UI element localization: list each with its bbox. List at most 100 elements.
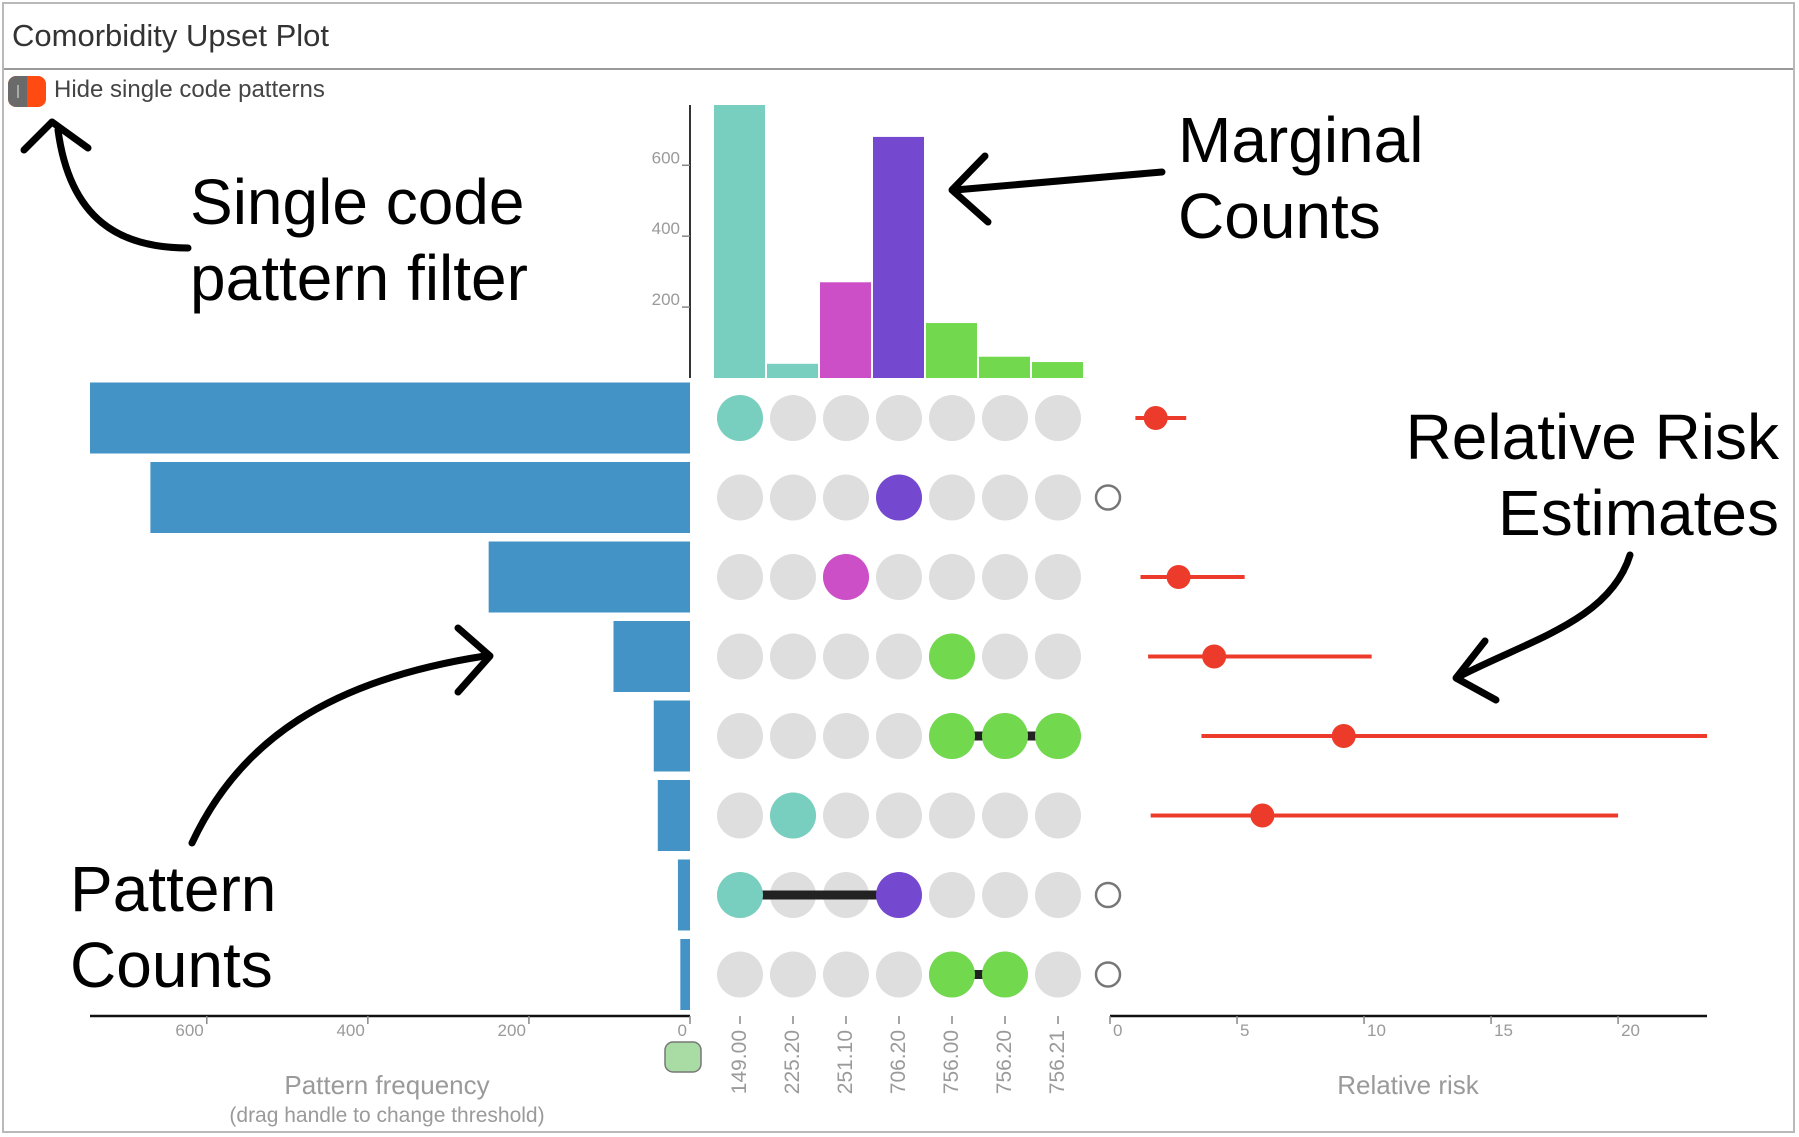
matrix-dot-756.20	[982, 713, 1028, 759]
matrix-dot-756.00	[929, 951, 975, 998]
marginal-bar-706.20	[873, 136, 924, 378]
risk-arrow	[1456, 551, 1634, 680]
marginal-bar-756.21	[1032, 362, 1083, 378]
matrix-dot-inactive	[982, 792, 1028, 839]
matrix-dot-inactive	[1035, 633, 1081, 680]
pattern-counts-chart	[90, 382, 690, 1010]
matrix-dot-756.21	[1035, 713, 1081, 759]
matrix-dot-inactive	[876, 713, 922, 759]
matrix-dot-inactive	[876, 633, 922, 680]
risk-estimate-point	[1143, 406, 1168, 430]
risk-tick-label-15: 15	[1494, 1021, 1513, 1040]
marginal-bar-756.20	[979, 356, 1030, 378]
annotation-pattern-line-1: Pattern	[70, 853, 277, 925]
marginal-tick-label-600: 600	[652, 148, 680, 167]
matrix-dot-inactive	[1035, 872, 1081, 918]
pattern-bar	[90, 382, 690, 454]
matrix-dot-inactive	[876, 554, 922, 600]
pattern-arrow	[188, 652, 489, 847]
pattern-bar	[653, 700, 690, 772]
matrix-dot-inactive	[823, 713, 869, 759]
matrix-dot-inactive	[770, 474, 816, 521]
marginal-arrowhead	[948, 152, 992, 226]
pattern-bar	[150, 462, 690, 533]
matrix-dot-inactive	[717, 951, 763, 998]
no-estimate-marker[interactable]	[1094, 961, 1122, 988]
matrix-dot-inactive	[717, 713, 763, 759]
annotation-marginal-line-2: Counts	[1178, 179, 1381, 252]
pattern-arrowhead	[454, 624, 494, 696]
matrix-dot-149.00	[717, 872, 763, 918]
matrix-dot-inactive	[1035, 474, 1081, 521]
matrix-dot-inactive	[982, 395, 1028, 441]
toggle-knob[interactable]	[8, 76, 27, 107]
marginal-counts-chart	[714, 105, 1083, 378]
matrix-dot-inactive	[717, 792, 763, 839]
marginal-bar-756.00	[926, 323, 977, 378]
filter-label: Hide single code patterns	[54, 76, 325, 103]
matrix-dot-inactive	[717, 554, 763, 600]
code-label-756.00: 756.00	[940, 1030, 963, 1094]
pattern-axis-sublabel: (drag handle to change threshold)	[229, 1104, 544, 1127]
risk-arrowhead	[1452, 637, 1500, 704]
annotation-filter: Single code pattern filter	[190, 165, 528, 316]
risk-axis-label: Relative risk	[1337, 1070, 1480, 1100]
matrix-dot-inactive	[823, 395, 869, 441]
matrix-dot-inactive	[982, 633, 1028, 680]
annotation-arrows	[20, 118, 1634, 847]
matrix-dot-inactive	[929, 872, 975, 918]
risk-tick-label-0: 0	[1113, 1021, 1122, 1040]
matrix-dot-inactive	[823, 951, 869, 998]
relative-risk-chart	[1135, 406, 1707, 828]
matrix-dot-inactive	[876, 951, 922, 998]
code-label-706.20: 706.20	[887, 1030, 910, 1094]
pattern-bar	[488, 541, 690, 613]
marginal-bar-149.00	[714, 105, 765, 378]
threshold-drag-handle[interactable]	[664, 1041, 702, 1073]
matrix-dot-inactive	[876, 792, 922, 839]
marginal-bar-251.10	[820, 282, 871, 378]
pattern-bar	[613, 621, 690, 692]
pattern-bar	[680, 939, 690, 1010]
matrix-dot-inactive	[982, 554, 1028, 600]
pattern-tick-label-400: 400	[336, 1021, 364, 1040]
matrix-dot-inactive	[982, 872, 1028, 918]
matrix-dot-inactive	[982, 474, 1028, 521]
matrix-dot-706.20	[876, 872, 922, 918]
matrix-dot-inactive	[770, 951, 816, 998]
annotation-marginal: Marginal Counts	[1178, 103, 1423, 254]
window-title: Comorbidity Upset Plot	[12, 18, 330, 53]
matrix-dot-inactive	[876, 395, 922, 441]
matrix-dot-inactive	[1035, 395, 1081, 441]
pattern-bar	[657, 780, 690, 851]
matrix-dot-inactive	[823, 633, 869, 680]
matrix-dot-inactive	[929, 554, 975, 600]
no-estimate-marker[interactable]	[1094, 881, 1122, 909]
matrix-dot-inactive	[717, 633, 763, 680]
single-code-filter-toggle[interactable]	[8, 76, 46, 107]
marginal-bar-225.20	[767, 363, 818, 378]
matrix-dot-inactive	[929, 395, 975, 441]
matrix-dot-inactive	[929, 792, 975, 839]
marginal-tick-label-200: 200	[652, 290, 680, 309]
pattern-axis-label: Pattern frequency	[284, 1070, 489, 1100]
no-estimate-marker[interactable]	[1094, 484, 1122, 511]
pattern-tick-label-600: 600	[175, 1021, 203, 1040]
pattern-tick-label-200: 200	[498, 1021, 526, 1040]
matrix-dot-756.20	[982, 951, 1028, 998]
matrix-dot-inactive	[1035, 951, 1081, 998]
matrix-dot-inactive	[770, 554, 816, 600]
matrix-dot-inactive	[717, 474, 763, 521]
marginal-tick-label-400: 400	[652, 219, 680, 238]
matrix-dot-inactive	[929, 474, 975, 521]
matrix-dot-756.00	[929, 633, 975, 680]
annotation-filter-line-1: Single code	[190, 166, 525, 238]
risk-tick-label-20: 20	[1621, 1021, 1640, 1040]
matrix-dot-756.00	[929, 713, 975, 759]
matrix-dot-inactive	[823, 792, 869, 839]
code-label-756.21: 756.21	[1046, 1030, 1069, 1094]
risk-tick-label-5: 5	[1240, 1021, 1249, 1040]
pattern-tick-label-0: 0	[678, 1021, 687, 1040]
risk-estimate-point	[1166, 565, 1191, 589]
